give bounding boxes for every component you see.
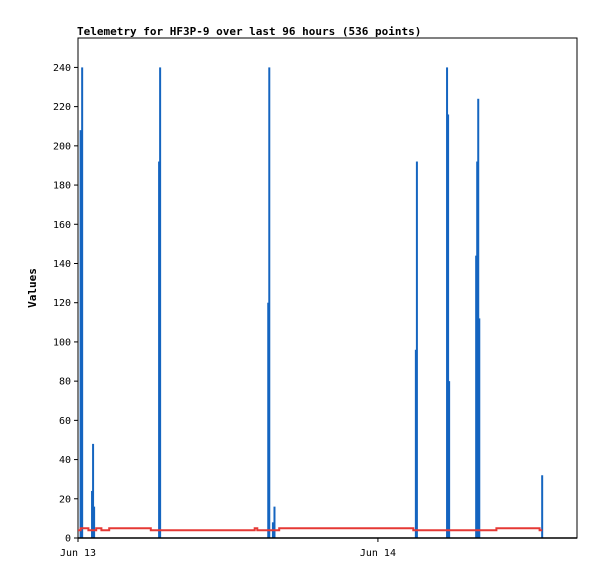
line-series	[78, 527, 543, 532]
y-axis-ticks: 0 20 40 60 80 100 120 140 160 180 200 220 240	[53, 63, 78, 545]
y-tick-label: 240	[53, 63, 71, 74]
y-tick-label: 20	[59, 494, 71, 505]
y-tick-label: 40	[59, 455, 71, 466]
y-tick-label: 120	[53, 298, 71, 309]
y-tick-label: 80	[59, 377, 71, 388]
telemetry-bar	[92, 443, 95, 538]
telemetry-bar	[475, 255, 478, 538]
telemetry-bar	[448, 381, 451, 538]
telemetry-bar	[159, 67, 162, 538]
y-tick-label: 100	[53, 337, 71, 348]
telemetry-bar	[446, 67, 449, 538]
bar-series	[79, 67, 544, 539]
y-tick-label: 60	[59, 416, 71, 427]
telemetry-bar	[158, 161, 161, 538]
y-tick-label: 0	[65, 534, 71, 545]
x-axis-ticks: Jun 13 Jun 14	[60, 538, 396, 559]
telemetry-bar	[541, 475, 544, 538]
telemetry-bar	[91, 490, 94, 538]
y-tick-label: 160	[53, 220, 71, 231]
telemetry-bar	[79, 130, 82, 538]
telemetry-bar	[478, 318, 481, 538]
telemetry-bar	[273, 506, 276, 538]
y-tick-label: 140	[53, 259, 71, 270]
telemetry-bar	[476, 161, 479, 538]
y-axis-label: Values	[26, 268, 39, 308]
telemetry-bar	[447, 114, 450, 539]
y-tick-label: 200	[53, 141, 71, 152]
telemetry-bar	[268, 67, 271, 538]
telemetry-bar	[477, 98, 480, 539]
y-tick-label: 180	[53, 181, 71, 192]
telemetry-bar	[414, 349, 417, 538]
telemetry-bar	[81, 67, 84, 538]
telemetry-line	[78, 527, 543, 532]
x-tick-label: Jun 14	[360, 548, 396, 559]
plot-frame	[77, 37, 578, 539]
telemetry-bar	[267, 302, 270, 538]
chart-title: Telemetry for HF3P-9 over last 96 hours …	[77, 25, 421, 38]
y-tick-label: 220	[53, 102, 71, 113]
telemetry-bar	[415, 161, 418, 538]
telemetry-bar	[93, 506, 96, 538]
x-tick-label: Jun 13	[60, 548, 96, 559]
